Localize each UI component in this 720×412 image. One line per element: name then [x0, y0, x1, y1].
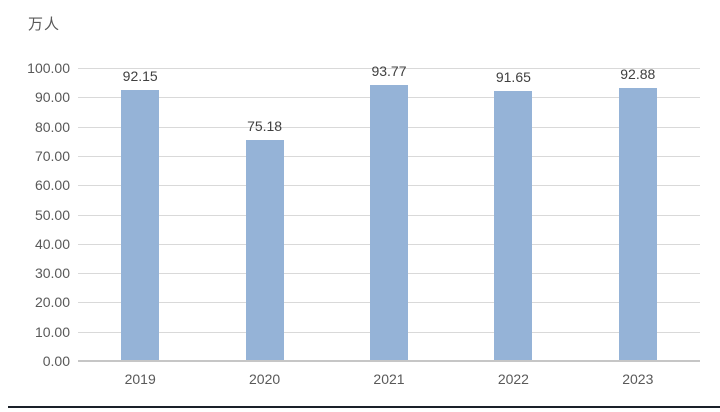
bar-2019	[121, 90, 160, 360]
x-tick-label-2020: 2020	[249, 371, 281, 387]
value-label-2022: 91.65	[495, 69, 531, 86]
x-tick-label-2019: 2019	[124, 371, 156, 387]
y-axis-tick-labels: 0.00 10.00 20.00 30.00 40.00 50.00 60.00 70.00 8…	[0, 60, 70, 369]
x-tick-label-2023: 2023	[622, 371, 654, 387]
value-label-2020: 75.18	[247, 117, 283, 134]
x-axis-tick-labels: 2019 2020 2021 2022 2023	[78, 371, 700, 391]
value-label-2023: 92.88	[620, 65, 656, 82]
y-tick-label: 20.00	[34, 294, 70, 311]
x-tick-label-2022: 2022	[497, 371, 529, 387]
value-label-2019: 92.15	[122, 68, 158, 85]
bar-2023	[618, 87, 657, 360]
plot-area: 92.15 75.18 93.77 91.65 92.88	[78, 63, 700, 362]
y-tick-label: 50.00	[34, 206, 70, 223]
y-tick-label: 90.00	[34, 89, 70, 106]
bottom-divider-line	[8, 406, 720, 408]
y-axis-unit-label: 万人	[28, 16, 61, 33]
x-axis-line	[78, 360, 700, 362]
y-tick-label: 0.00	[42, 353, 70, 369]
y-tick-label: 40.00	[34, 235, 70, 252]
bar-2020	[245, 139, 284, 360]
x-tick-label-2021: 2021	[373, 371, 405, 387]
y-tick-label: 60.00	[34, 177, 70, 194]
bar-2022	[494, 91, 533, 360]
gridline	[78, 68, 700, 69]
y-tick-label: 100.00	[27, 60, 70, 76]
y-tick-label: 70.00	[34, 147, 70, 164]
bar-2021	[370, 85, 408, 360]
y-tick-label: 10.00	[34, 323, 70, 340]
value-label-2021: 93.77	[371, 63, 407, 80]
y-tick-label: 30.00	[34, 265, 70, 282]
y-tick-label: 80.00	[34, 118, 70, 135]
